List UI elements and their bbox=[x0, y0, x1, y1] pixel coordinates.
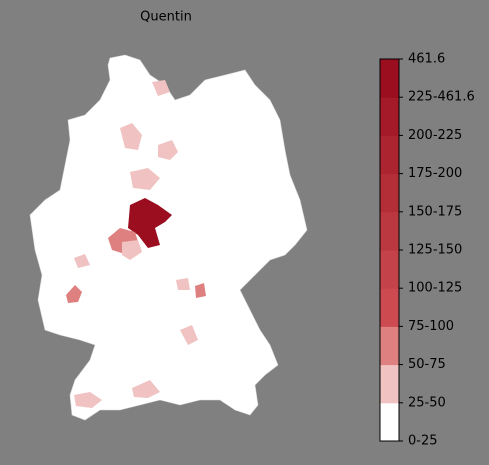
region-light bbox=[74, 392, 102, 408]
region-light bbox=[120, 123, 142, 150]
colorbar-band bbox=[380, 135, 399, 175]
colorbar-band bbox=[380, 250, 399, 289]
colorbar-band bbox=[380, 97, 399, 136]
colorbar-label: 50-75 bbox=[408, 357, 446, 372]
region-light bbox=[158, 140, 178, 160]
colorbar-band bbox=[380, 288, 399, 327]
region-light bbox=[122, 240, 142, 260]
colorbar-label: 225-461.6 bbox=[408, 90, 475, 105]
colorbar-label: 150-175 bbox=[408, 204, 462, 219]
colorbar-label: 25-50 bbox=[408, 395, 446, 410]
colorbar-band bbox=[380, 364, 399, 404]
colorbar-label: 100-125 bbox=[408, 281, 462, 296]
country-outline bbox=[29, 54, 308, 421]
colorbar-band bbox=[380, 402, 399, 442]
colorbar: 0-25 25-50 50-75 75-100 100-125 125-150 150-17… bbox=[379, 52, 475, 449]
colorbar-label: 0-25 bbox=[408, 434, 438, 449]
region-light bbox=[152, 80, 170, 96]
region-light bbox=[74, 254, 90, 268]
colorbar-band bbox=[380, 211, 399, 251]
colorbar-band bbox=[380, 326, 399, 366]
region-light bbox=[180, 325, 198, 345]
colorbar-label: 200-225 bbox=[408, 128, 462, 143]
colorbar-label: 125-150 bbox=[408, 243, 462, 258]
colorbar-label: 175-200 bbox=[408, 166, 462, 181]
region-mid bbox=[66, 285, 82, 303]
colorbar-band bbox=[380, 173, 399, 213]
germany-map bbox=[29, 54, 308, 421]
colorbar-band bbox=[380, 59, 399, 98]
region-light bbox=[130, 168, 160, 190]
region-light bbox=[132, 380, 160, 398]
colorbar-label: 461.6 bbox=[408, 52, 445, 67]
colorbar-label: 75-100 bbox=[408, 319, 454, 334]
region-mid bbox=[195, 283, 206, 298]
region-light bbox=[176, 278, 190, 290]
map-title: Quentin bbox=[140, 10, 192, 25]
region-dark bbox=[128, 198, 172, 248]
